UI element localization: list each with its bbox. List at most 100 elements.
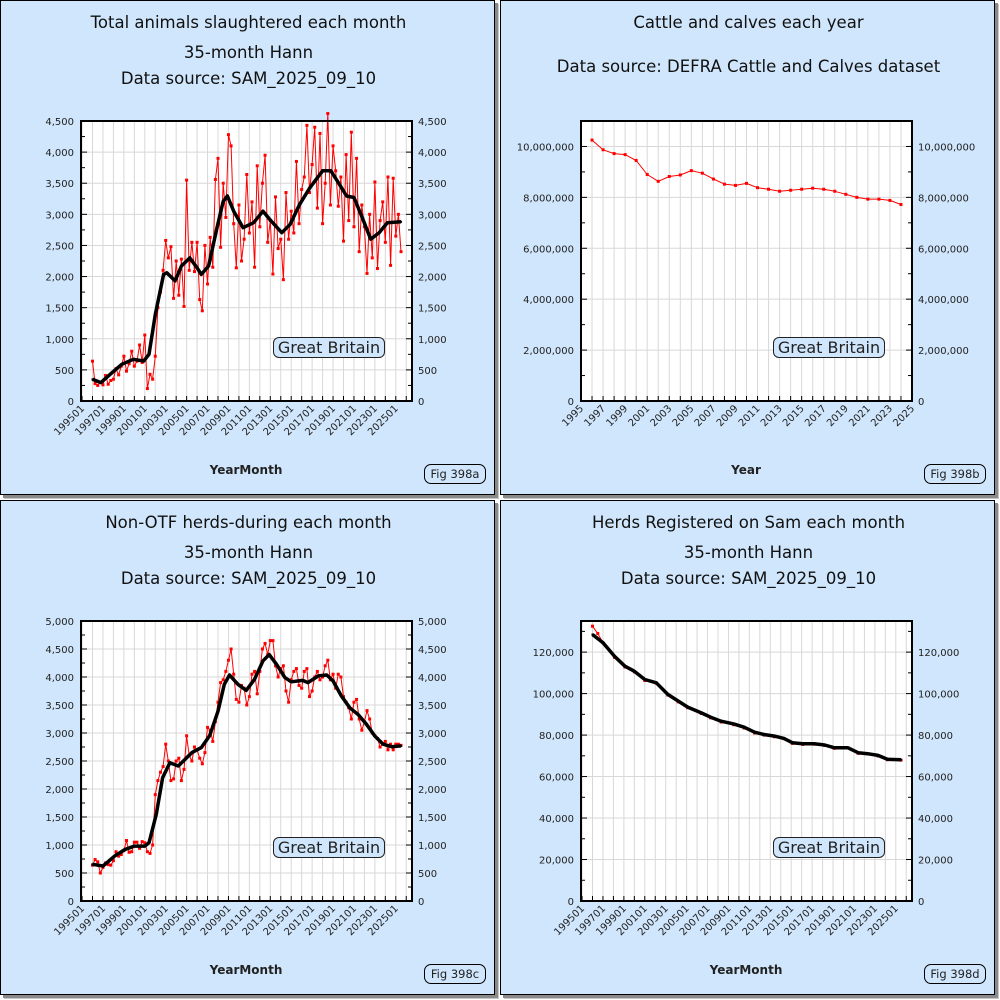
data-point (255, 692, 259, 696)
data-point (308, 695, 312, 699)
data-point (289, 209, 293, 213)
data-point (93, 858, 97, 862)
data-point (645, 172, 649, 176)
data-point (161, 268, 165, 272)
data-point (229, 144, 233, 148)
data-point (119, 853, 123, 857)
y-tick-label-right: 2,500 (418, 757, 447, 768)
data-point (242, 237, 246, 241)
smoothed-point (686, 706, 689, 709)
y-tick-label-left: 3,000 (45, 210, 74, 221)
data-point (111, 859, 115, 863)
plot-frame (80, 120, 413, 402)
data-point (305, 123, 309, 127)
smoothed-point (332, 679, 335, 682)
data-point (656, 179, 660, 183)
data-point (310, 689, 314, 693)
data-point (185, 178, 189, 182)
smoothed-point (361, 216, 364, 219)
smoothed-point (270, 220, 273, 223)
chart-panel-398d: 0 0 20,000 20,000 40,000 40,000 60,000 60,000 80… (500, 500, 995, 995)
data-point (203, 751, 207, 755)
data-point (386, 748, 390, 752)
data-point (349, 717, 353, 721)
data-point (263, 641, 267, 645)
y-tick-label-right: 0 (918, 897, 924, 908)
smoothed-point (289, 223, 292, 226)
data-point (195, 240, 199, 244)
smoothed-point (165, 271, 168, 274)
smoothed-point (857, 751, 860, 754)
data-point (117, 373, 121, 377)
data-point (383, 739, 387, 743)
smoothed-point (207, 264, 210, 267)
data-point (234, 266, 238, 270)
smoothed-point (655, 681, 658, 684)
data-point (260, 181, 264, 185)
data-point (339, 675, 343, 679)
x-axis-label: YearMonth (709, 963, 783, 977)
y-tick-label-left: 120,000 (533, 648, 574, 659)
data-point (667, 174, 671, 178)
data-point (391, 176, 395, 180)
data-point (360, 203, 364, 207)
data-point (336, 204, 340, 208)
data-point (253, 265, 257, 269)
data-point (245, 173, 249, 177)
data-point (855, 195, 859, 199)
data-point (357, 250, 361, 254)
chart-title: Herds Registered on Sam each month (591, 513, 906, 532)
data-point (260, 647, 264, 651)
x-tick-label: 2013 (759, 403, 785, 429)
chart-title: Total animals slaughtered each month (90, 13, 407, 32)
smoothed-point (123, 848, 126, 851)
y-tick-label-left: 0 (568, 397, 574, 408)
data-point (172, 777, 176, 781)
smoothed-point (386, 221, 389, 224)
smoothed-point (900, 758, 903, 761)
data-point (722, 182, 726, 186)
data-point (219, 681, 223, 685)
data-point (190, 759, 194, 763)
data-point (198, 298, 202, 302)
data-point (318, 131, 322, 135)
data-point (190, 240, 194, 244)
data-point (211, 265, 215, 269)
data-point (174, 259, 178, 263)
data-point (297, 683, 301, 687)
data-point (711, 177, 715, 181)
data-point (93, 382, 97, 386)
data-point (745, 181, 748, 185)
smoothed-point (340, 695, 343, 698)
data-point (623, 153, 627, 157)
chart-panel-398c: 0 0 500 500 1,000 1,000 1,500 1,500 2,000 2,000 2,… (0, 500, 495, 995)
data-point (208, 235, 212, 239)
y-tick-label-right: 4,000 (418, 148, 447, 159)
data-point (399, 250, 403, 254)
data-point (124, 369, 128, 373)
smoothed-point (886, 758, 889, 761)
smoothed-point (200, 273, 203, 276)
data-point (232, 672, 236, 676)
data-point (271, 639, 275, 643)
y-tick-label-left: 4,500 (45, 645, 74, 656)
data-point (368, 212, 372, 216)
data-point (216, 156, 220, 160)
data-point (302, 175, 306, 179)
data-point (169, 245, 173, 249)
smoothed-point (168, 761, 171, 764)
x-tick-label: 2021 (847, 403, 873, 429)
region-annotation: Great Britain (273, 337, 385, 358)
y-tick-label-right: 500 (418, 366, 437, 377)
smoothed-point (133, 845, 136, 848)
data-point (143, 841, 147, 845)
data-point (349, 130, 353, 134)
data-point (135, 840, 139, 844)
smoothed-point (190, 751, 193, 754)
smoothed-point (306, 681, 309, 684)
y-tick-label-left: 4,000 (45, 673, 74, 684)
data-point (247, 695, 251, 699)
x-tick-label: 2005 (671, 403, 697, 429)
data-point (221, 181, 225, 185)
data-point (258, 225, 262, 229)
